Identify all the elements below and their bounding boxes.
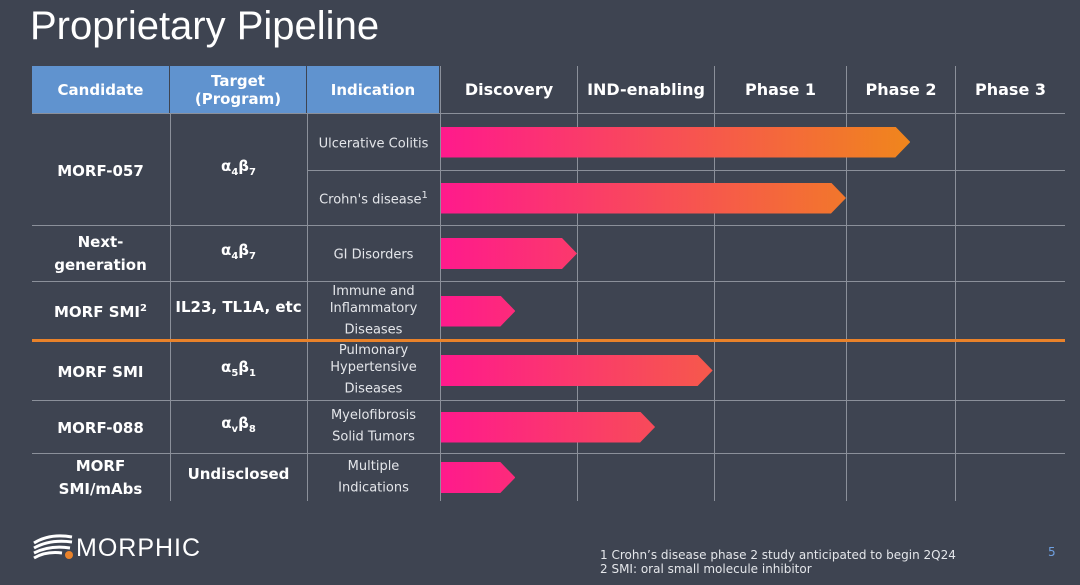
progress-bar bbox=[441, 238, 577, 269]
grid-line bbox=[955, 66, 956, 501]
indication-label: Ulcerative Colitis bbox=[318, 136, 429, 152]
target-name: α bbox=[221, 240, 232, 259]
header-target: Target (Program) bbox=[170, 66, 306, 113]
grid-line bbox=[714, 66, 715, 501]
header-stage: Phase 3 bbox=[956, 66, 1065, 113]
footnote-2: 2 SMI: oral small molecule inhibitor bbox=[600, 562, 812, 576]
indication-cell: Immune and Inflammatory Diseases bbox=[308, 281, 439, 340]
target-cell: α5β1 bbox=[170, 340, 307, 400]
target-cell: α4β7 bbox=[170, 225, 307, 281]
grid-line bbox=[32, 113, 1065, 114]
progress-bar bbox=[441, 462, 515, 493]
progress-bar bbox=[441, 355, 713, 386]
indication-label: Immune and Inflammatory Diseases bbox=[329, 283, 418, 338]
indication-cell: Pulmonary Hypertensive Diseases bbox=[308, 340, 439, 400]
target-cell: Undisclosed bbox=[170, 453, 307, 501]
progress-bar bbox=[441, 412, 655, 443]
target-beta: β bbox=[238, 156, 250, 175]
candidate-name: MORF-057 bbox=[57, 161, 144, 180]
indication-cell: Crohn's disease1 bbox=[308, 170, 439, 225]
progress-bar bbox=[441, 127, 910, 158]
grid-line bbox=[32, 225, 1065, 226]
footnotes: 1 Crohn’s disease phase 2 study anticipa… bbox=[600, 548, 956, 576]
target-cell: α4β7 bbox=[170, 113, 307, 225]
grid-line bbox=[170, 113, 171, 501]
target-name: Undisclosed bbox=[187, 464, 290, 483]
morphic-logo: MORPHIC bbox=[32, 533, 201, 563]
candidate-cell: Next-generation bbox=[32, 225, 169, 281]
grid-line bbox=[32, 281, 1065, 282]
morphic-logo-icon bbox=[33, 534, 73, 560]
header-target-line2: (Program) bbox=[194, 89, 282, 108]
indication-label: Pulmonary Hypertensive Diseases bbox=[330, 343, 417, 397]
candidate-cell: MORF SMI bbox=[32, 340, 169, 400]
indication-cell: Multiple Indications bbox=[308, 453, 439, 501]
candidate-name: MORF SMI bbox=[57, 362, 144, 381]
grid-line bbox=[32, 453, 1065, 454]
grid-line bbox=[307, 113, 308, 501]
candidate-footnote: 2 bbox=[140, 303, 147, 314]
target-beta: β bbox=[238, 357, 250, 376]
indication-cell: GI Disorders bbox=[308, 225, 439, 281]
indication-label: GI Disorders bbox=[333, 247, 414, 263]
footnote-1: 1 Crohn’s disease phase 2 study anticipa… bbox=[600, 548, 956, 562]
target-subscript: 7 bbox=[249, 250, 256, 262]
target-subscript: v bbox=[231, 424, 239, 435]
divider-line bbox=[32, 339, 1065, 342]
indication-label: Myelofibrosis Solid Tumors bbox=[330, 408, 417, 445]
target-subscript: 8 bbox=[248, 424, 256, 435]
candidate-name: MORF-088 bbox=[57, 419, 144, 437]
target-name: α bbox=[221, 156, 232, 175]
page-title: Proprietary Pipeline bbox=[30, 4, 380, 48]
progress-bar bbox=[441, 183, 846, 214]
candidate-cell: MORF-057 bbox=[32, 113, 169, 225]
grid-line bbox=[307, 170, 1065, 171]
candidate-cell: MORF SMI2 bbox=[32, 281, 169, 340]
header-target-line1: Target bbox=[211, 71, 265, 90]
target-beta: β bbox=[238, 414, 249, 432]
indication-cell: Myelofibrosis Solid Tumors bbox=[308, 400, 439, 453]
grid-line bbox=[846, 66, 847, 501]
page-number: 5 bbox=[1048, 545, 1056, 559]
header-candidate: Candidate bbox=[32, 66, 169, 113]
indication-cell: Ulcerative Colitis bbox=[308, 113, 439, 170]
target-subscript: 4 bbox=[231, 250, 239, 262]
target-subscript: 5 bbox=[231, 367, 239, 379]
target-name: α bbox=[221, 414, 232, 432]
target-cell: IL23, TL1A, etc bbox=[170, 281, 307, 340]
header-stage: Phase 1 bbox=[715, 66, 846, 113]
progress-bar bbox=[441, 296, 515, 327]
grid-line bbox=[32, 400, 1065, 401]
target-subscript: 4 bbox=[231, 166, 239, 178]
candidate-cell: MORF SMI/mAbs bbox=[32, 453, 169, 501]
target-subscript: 1 bbox=[249, 367, 256, 379]
target-subscript: 7 bbox=[249, 166, 256, 178]
candidate-name: Next-generation bbox=[54, 232, 147, 274]
target-name: α bbox=[221, 357, 232, 376]
target-name: IL23, TL1A, etc bbox=[175, 298, 302, 316]
indication-label: Crohn's disease bbox=[319, 192, 422, 208]
header-stage: Phase 2 bbox=[847, 66, 955, 113]
candidate-name: MORF SMI bbox=[54, 303, 141, 321]
header-stage: IND-enabling bbox=[578, 66, 714, 113]
grid-line bbox=[440, 66, 441, 501]
header-stage: Discovery bbox=[441, 66, 577, 113]
target-beta: β bbox=[238, 240, 250, 259]
header-indication: Indication bbox=[307, 66, 439, 113]
indication-footnote: 1 bbox=[421, 189, 428, 201]
grid-line bbox=[577, 66, 578, 501]
target-cell: αvβ8 bbox=[170, 400, 307, 453]
indication-label: Multiple Indications bbox=[338, 458, 409, 496]
candidate-cell: MORF-088 bbox=[32, 400, 169, 453]
candidate-name: MORF SMI/mAbs bbox=[58, 456, 143, 498]
